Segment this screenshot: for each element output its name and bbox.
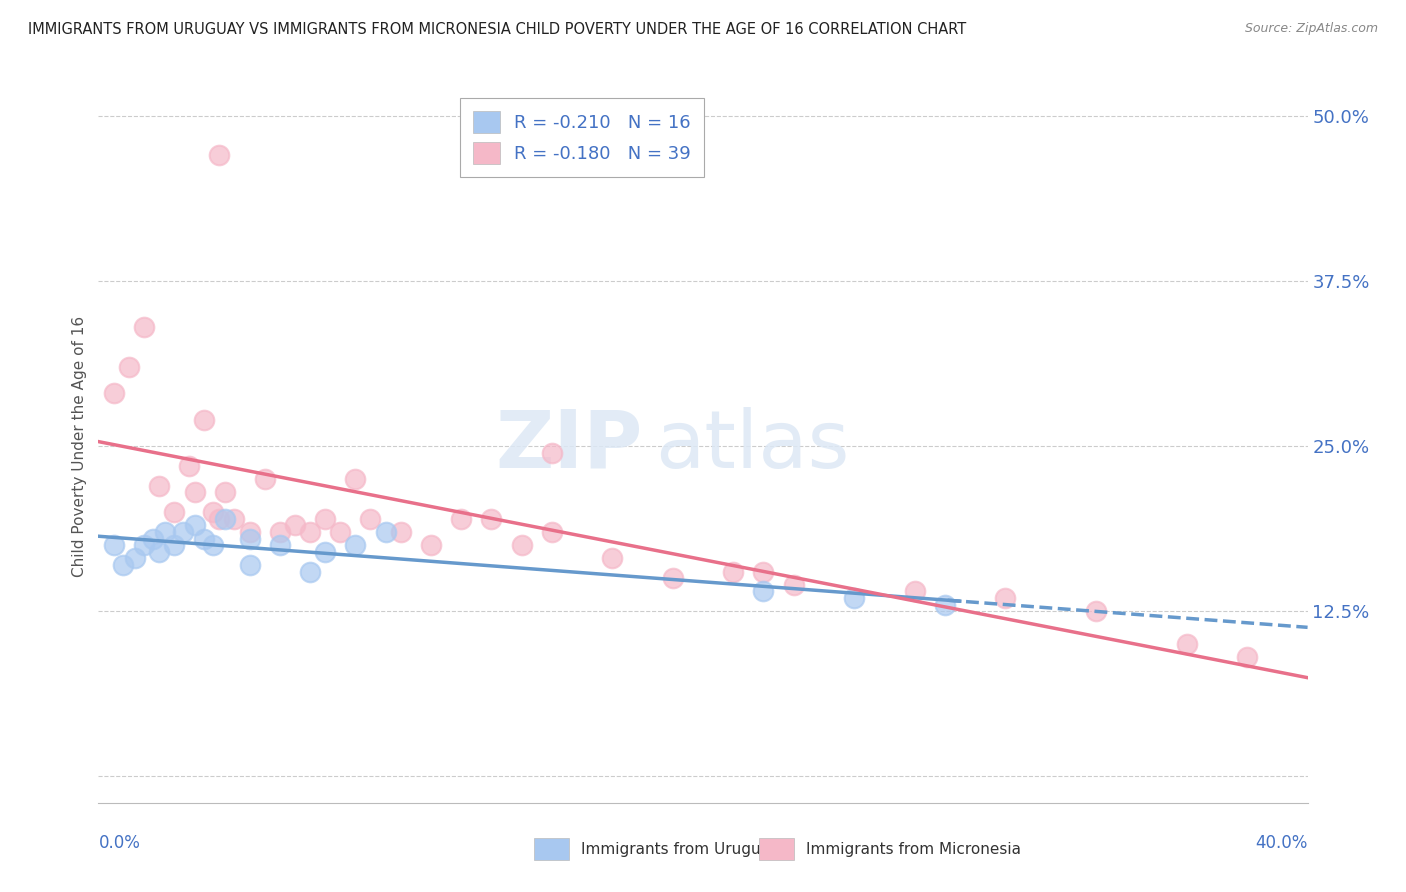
- Point: [132, 538, 155, 552]
- Point: [752, 584, 775, 599]
- Text: 0.0%: 0.0%: [98, 834, 141, 852]
- Point: [253, 472, 276, 486]
- Point: [1085, 604, 1108, 618]
- Point: [163, 538, 186, 552]
- Point: [540, 445, 562, 459]
- Point: [389, 524, 412, 539]
- Point: [344, 538, 367, 552]
- Point: [374, 524, 396, 539]
- Point: [344, 472, 367, 486]
- Point: [314, 545, 336, 559]
- Point: [904, 584, 927, 599]
- Point: [177, 458, 201, 473]
- Point: [208, 148, 231, 162]
- Point: [360, 511, 382, 525]
- Point: [994, 591, 1017, 605]
- Point: [450, 511, 472, 525]
- Point: [148, 478, 170, 492]
- Point: [419, 538, 441, 552]
- Point: [844, 591, 866, 605]
- Point: [752, 565, 775, 579]
- Text: Immigrants from Micronesia: Immigrants from Micronesia: [806, 842, 1021, 856]
- Point: [269, 538, 291, 552]
- Text: 40.0%: 40.0%: [1256, 834, 1308, 852]
- Point: [103, 538, 125, 552]
- Point: [208, 511, 231, 525]
- Point: [481, 511, 503, 525]
- Point: [602, 551, 624, 566]
- Point: [1175, 637, 1198, 651]
- Point: [284, 518, 307, 533]
- Point: [782, 578, 804, 592]
- Point: [269, 524, 291, 539]
- Point: [103, 386, 125, 401]
- Text: Immigrants from Uruguay: Immigrants from Uruguay: [581, 842, 779, 856]
- Point: [239, 524, 262, 539]
- Point: [202, 538, 225, 552]
- Point: [172, 524, 194, 539]
- Point: [299, 524, 322, 539]
- Point: [239, 532, 262, 546]
- Point: [661, 571, 683, 585]
- Point: [721, 565, 744, 579]
- Point: [214, 511, 236, 525]
- Point: [193, 532, 215, 546]
- Point: [132, 320, 155, 334]
- Point: [314, 511, 336, 525]
- Point: [124, 551, 146, 566]
- Text: IMMIGRANTS FROM URUGUAY VS IMMIGRANTS FROM MICRONESIA CHILD POVERTY UNDER THE AG: IMMIGRANTS FROM URUGUAY VS IMMIGRANTS FR…: [28, 22, 966, 37]
- Point: [184, 485, 207, 500]
- Point: [193, 412, 215, 426]
- Point: [111, 558, 134, 572]
- Point: [214, 485, 236, 500]
- Point: [1236, 650, 1258, 665]
- Point: [118, 359, 141, 374]
- Y-axis label: Child Poverty Under the Age of 16: Child Poverty Under the Age of 16: [72, 316, 87, 576]
- Point: [239, 558, 262, 572]
- Text: ZIP: ZIP: [495, 407, 643, 485]
- Point: [510, 538, 533, 552]
- Point: [142, 532, 165, 546]
- Point: [202, 505, 225, 519]
- Text: atlas: atlas: [655, 407, 849, 485]
- Point: [148, 545, 170, 559]
- Point: [184, 518, 207, 533]
- Point: [153, 524, 176, 539]
- Legend: R = -0.210   N = 16, R = -0.180   N = 39: R = -0.210 N = 16, R = -0.180 N = 39: [460, 98, 704, 177]
- Point: [224, 511, 246, 525]
- Point: [540, 524, 562, 539]
- Point: [329, 524, 352, 539]
- Point: [299, 565, 322, 579]
- Text: Source: ZipAtlas.com: Source: ZipAtlas.com: [1244, 22, 1378, 36]
- Point: [163, 505, 186, 519]
- Point: [934, 598, 956, 612]
